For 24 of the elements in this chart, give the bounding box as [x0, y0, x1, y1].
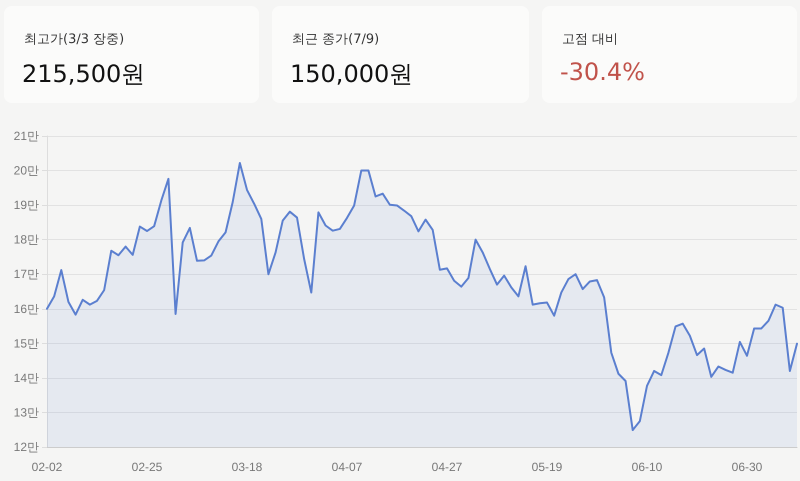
y-tick-label: 16만: [14, 302, 39, 316]
y-tick-label: 18만: [14, 232, 39, 247]
text: 150,000원: [290, 59, 414, 90]
y-tick-label: 13만: [14, 405, 39, 420]
y-tick-label: 21만: [14, 129, 39, 143]
x-tick-label: 04-27: [432, 460, 463, 474]
text: 최고가(3/3 장중): [24, 31, 124, 48]
y-tick-label: 20만: [14, 164, 39, 178]
y-tick-label: 17만: [14, 267, 39, 282]
x-tick-label: 03-18: [232, 460, 263, 474]
y-tick-label: 19만: [14, 198, 39, 212]
x-tick-label: 02-25: [132, 460, 163, 474]
y-tick-label: 12만: [14, 440, 39, 454]
y-tick-label: 14만: [14, 370, 39, 385]
x-tick-label: 02-02: [32, 460, 63, 474]
text: 최근 종가(7/9): [292, 31, 380, 48]
x-tick-label: 06-30: [732, 460, 763, 474]
x-tick-label: 06-10: [632, 460, 663, 474]
x-tick-label: 05-19: [532, 460, 563, 474]
text: -30.4%: [560, 58, 645, 86]
y-tick-label: 15만: [14, 336, 39, 350]
x-tick-label: 04-07: [332, 460, 363, 474]
text: 고점 대비: [562, 31, 618, 48]
text: 215,500원: [22, 59, 146, 90]
